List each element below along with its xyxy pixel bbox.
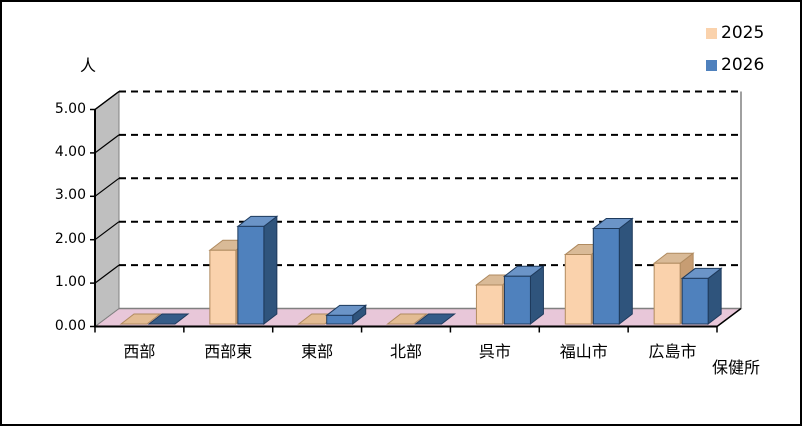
category-label-福山市: 福山市 <box>559 342 608 361</box>
bar-2026-福山市-side <box>618 217 633 326</box>
bar-2025-福山市-front <box>564 254 592 325</box>
bar-2026-呉市-front <box>503 275 531 325</box>
y-tick-label-1.00: 1.00 <box>54 274 86 291</box>
side-wall-top-edge <box>94 91 120 110</box>
y-tick-label-2.00: 2.00 <box>54 230 86 247</box>
bar-2025-北部-zero-tile <box>386 313 429 325</box>
bar-2026-福山市-front <box>592 228 620 325</box>
bar-2026-西部東-front <box>237 225 265 325</box>
y-tick-label-3.00: 3.00 <box>54 187 86 204</box>
gridline-wall-1 <box>94 264 120 284</box>
bar-2026-西部東-side <box>263 215 278 326</box>
bar-2026-北部-zero-tile <box>414 313 457 325</box>
legend-label-2025: 2025 <box>721 23 765 43</box>
legend-swatch-2026-icon <box>706 59 717 71</box>
x-axis-title: 保健所 <box>712 358 761 377</box>
bar-2026-広島市-front <box>681 277 709 325</box>
category-label-西部: 西部 <box>123 342 156 361</box>
category-label-東部: 東部 <box>301 342 334 361</box>
y-tick-label-0.00: 0.00 <box>54 317 86 334</box>
category-label-広島市: 広島市 <box>648 342 697 361</box>
category-label-西部東: 西部東 <box>204 342 253 361</box>
legend-item-2025: 2025 <box>706 22 764 44</box>
gridline-wall-4 <box>94 134 120 154</box>
bar-2025-西部-zero-tile <box>119 313 162 325</box>
legend-item-2026: 2026 <box>706 54 764 76</box>
chart-side-wall <box>94 90 120 328</box>
y-tick-label-4.00: 4.00 <box>54 143 86 160</box>
bar-2025-広島市-front <box>653 262 681 325</box>
floor-right-edge <box>716 307 742 328</box>
gridline-wall-2 <box>94 221 120 241</box>
bar-2025-呉市-front <box>475 284 503 325</box>
legend-label-2026: 2026 <box>721 55 765 75</box>
category-label-北部: 北部 <box>389 342 422 361</box>
legend-swatch-2025-icon <box>706 27 717 39</box>
legend: 2025 2026 <box>706 22 764 86</box>
bar-2026-東部-front <box>326 314 354 325</box>
bar-2026-西部-zero-tile <box>147 313 190 325</box>
y-axis-title: 人 <box>79 56 96 75</box>
gridline-wall-3 <box>94 177 120 197</box>
y-tick-label-5.00: 5.00 <box>54 100 86 117</box>
category-label-呉市: 呉市 <box>478 342 511 361</box>
bar-2025-西部東-front <box>209 249 237 325</box>
